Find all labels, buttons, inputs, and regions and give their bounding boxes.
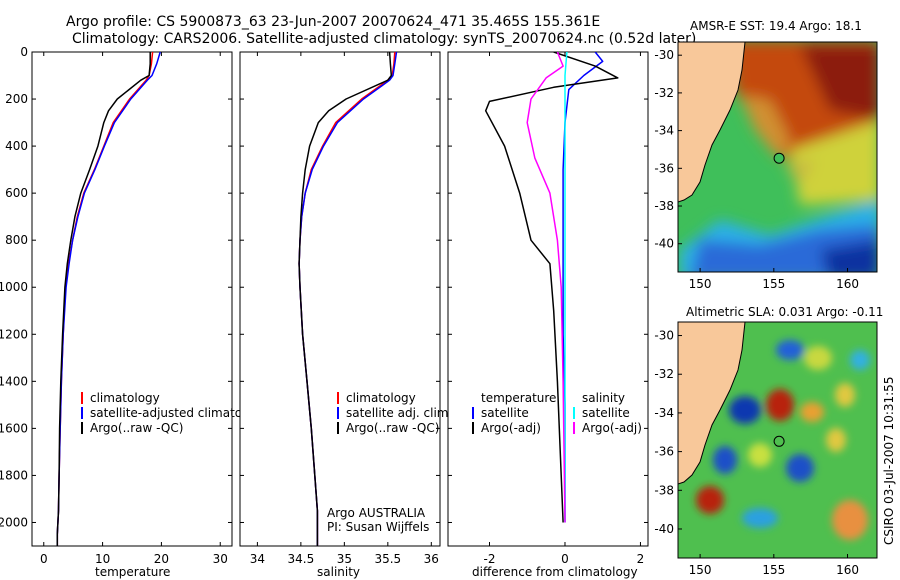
map-y-tick-label: -34 — [654, 406, 674, 420]
map-y-tick-label: -30 — [654, 48, 674, 62]
map-x-tick-label: 160 — [836, 563, 859, 577]
sla-map-panel: Altimetric SLA: 0.031 Argo: -0.11 — [654, 305, 883, 577]
temperature-panel: 0 10 20 30 0 200 400 600 800 1000 1200 1400 1600 1800… — [0, 45, 268, 579]
difference-panel: -2 0 2 difference from climatology tempera… — [447, 51, 649, 579]
map-y-tick-label: -32 — [654, 367, 674, 381]
sst-map-panel: AMSR-E SST: 19.4 Argo: 18.1 150 155 160 -30… — [654, 19, 878, 291]
difference-legend: temperature satellite Argo(-adj) salinit… — [472, 391, 642, 435]
map-x-tick-label: 155 — [762, 563, 785, 577]
map-y-tick-label: -36 — [654, 445, 674, 459]
temperature-axis-ticks: 0 10 20 30 0 200 400 600 800 1000 1200 1400 1600 1800… — [0, 45, 232, 566]
argo-program-label: Argo AUSTRALIA — [327, 506, 426, 520]
x-tick-label: 34 — [250, 552, 265, 566]
y-tick-label: 200 — [5, 92, 28, 106]
series-line-temperature-argo-adj- — [484, 52, 619, 523]
figure-title-line1: Argo profile: CS 5900873_63 23-Jun-2007 … — [66, 14, 600, 30]
map-y-tick-label: -38 — [654, 199, 674, 213]
x-tick-label: 2 — [637, 552, 645, 566]
y-tick-label: 0 — [20, 45, 28, 59]
map-x-tick-label: 150 — [689, 563, 712, 577]
difference-xlabel: difference from climatology — [472, 565, 638, 579]
salinity-series — [298, 52, 398, 546]
y-tick-label: 800 — [5, 233, 28, 247]
series-line-argo-raw-qc- — [298, 52, 393, 546]
x-tick-label: 34.5 — [288, 552, 315, 566]
map-y-tick-label: -40 — [654, 237, 674, 251]
sst-map-frame — [677, 41, 878, 273]
difference-series — [484, 52, 619, 523]
legend-label-argo: Argo(..raw -QC) — [90, 421, 183, 435]
x-tick-label: 30 — [213, 552, 228, 566]
csiro-timestamp: CSIRO 03-Jul-2007 10:31:55 — [882, 377, 896, 545]
x-tick-label: -2 — [484, 552, 496, 566]
map-y-tick-label: -36 — [654, 161, 674, 175]
y-tick-label: 1800 — [0, 468, 28, 482]
sst-map-coastline — [678, 42, 746, 203]
map-y-tick-label: -38 — [654, 483, 674, 497]
map-x-tick-label: 150 — [689, 277, 712, 291]
difference-axis-ticks: -2 0 2 — [448, 51, 648, 566]
legend-label-sal-argo: Argo(-adj) — [582, 421, 642, 435]
x-tick-label: 36 — [424, 552, 439, 566]
legend-label-climatology: climatology — [90, 391, 160, 405]
series-line-argo-raw-qc- — [56, 52, 151, 546]
legend-label-sal-satellite: satellite — [582, 406, 630, 420]
series-line-salinity-satellite — [564, 52, 568, 523]
y-tick-label: 1000 — [0, 280, 28, 294]
legend-label-temp-satellite: satellite — [481, 406, 529, 420]
salinity-xlabel: salinity — [317, 565, 360, 579]
salinity-axis-ticks: 34 34.5 35 35.5 36 — [240, 51, 440, 566]
figure-title-line2: Climatology: CARS2006. Satellite-adjuste… — [72, 31, 696, 47]
temperature-series — [56, 52, 161, 546]
sla-argo-location-marker — [773, 435, 785, 447]
y-tick-label: 1600 — [0, 421, 28, 435]
y-tick-label: 1200 — [0, 327, 28, 341]
x-tick-label: 10 — [95, 552, 110, 566]
legend-label-satellite: satellite-adjusted climatology — [90, 406, 268, 420]
y-tick-label: 2000 — [0, 515, 28, 529]
x-tick-label: 35 — [337, 552, 352, 566]
y-tick-label: 600 — [5, 186, 28, 200]
sst-map-title: AMSR-E SST: 19.4 Argo: 18.1 — [690, 19, 862, 33]
x-tick-label: 20 — [154, 552, 169, 566]
map-x-tick-label: 160 — [836, 277, 859, 291]
map-y-tick-label: -34 — [654, 124, 674, 138]
difference-axes-frame — [447, 51, 649, 547]
legend-label-temp-argo: Argo(-adj) — [481, 421, 541, 435]
map-x-tick-label: 155 — [762, 277, 785, 291]
legend-title-temperature: temperature — [481, 391, 556, 405]
temperature-legend: climatology satellite-adjusted climatolo… — [81, 391, 268, 435]
sla-map-ticks: 150 155 160 -30 -32 -34 -36 -38 -40 — [654, 329, 859, 577]
pi-label: PI: Susan Wijffels — [327, 520, 429, 534]
legend-label-climatology: climatology — [346, 391, 416, 405]
map-y-tick-label: -30 — [654, 329, 674, 343]
sla-map-coastline — [678, 322, 746, 485]
legend-title-salinity: salinity — [582, 391, 625, 405]
temperature-xlabel: temperature — [95, 565, 170, 579]
map-y-tick-label: -32 — [654, 86, 674, 100]
legend-label-argo: Argo(..raw -QC) — [346, 421, 439, 435]
temperature-axes-frame — [31, 51, 233, 547]
x-tick-label: 0 — [561, 552, 569, 566]
sst-argo-location-marker — [773, 152, 785, 164]
salinity-panel: 34 34.5 35 35.5 36 salinity climatology sate… — [239, 51, 452, 579]
x-tick-label: 0 — [40, 552, 48, 566]
series-line-salinity-argo-adj- — [526, 52, 566, 523]
sla-map-field — [678, 322, 877, 558]
salinity-axes-frame — [239, 51, 441, 547]
sst-map-field — [678, 42, 877, 272]
y-tick-label: 400 — [5, 139, 28, 153]
sst-map-ticks: 150 155 160 -30 -32 -34 -36 -38 -40 — [654, 48, 859, 291]
salinity-legend: climatology satellite adj. clim. Argo(..… — [337, 391, 452, 435]
sla-map-frame — [677, 321, 878, 559]
sla-map-title: Altimetric SLA: 0.031 Argo: -0.11 — [686, 305, 883, 319]
legend-label-satellite: satellite adj. clim. — [346, 406, 452, 420]
map-y-tick-label: -40 — [654, 522, 674, 536]
x-tick-label: 35.5 — [374, 552, 401, 566]
y-tick-label: 1400 — [0, 374, 28, 388]
